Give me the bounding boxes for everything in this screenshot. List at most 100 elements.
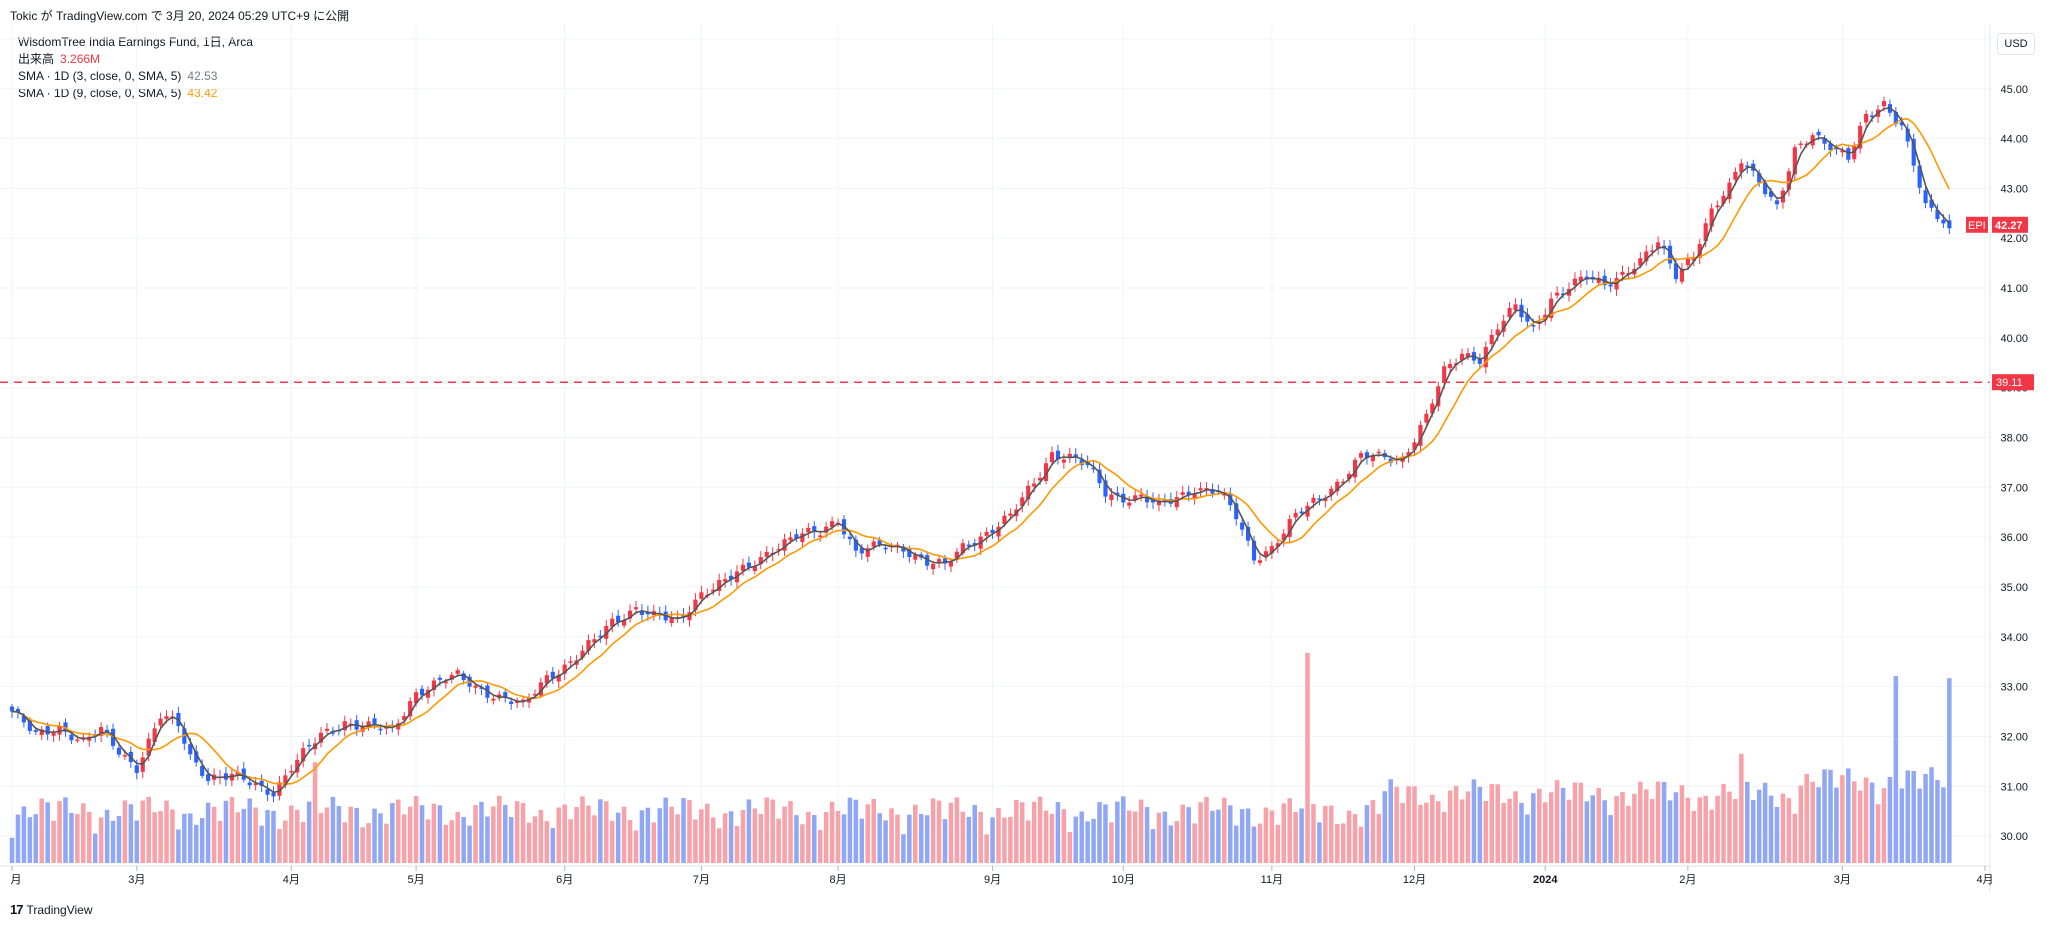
time-tick-label: 2月 (1679, 874, 1696, 886)
volume-bar (211, 806, 217, 863)
candle-body (122, 755, 127, 757)
candle-body (1121, 493, 1126, 503)
candle-body (1685, 258, 1690, 266)
candle-body (1257, 560, 1263, 563)
legend-sma-slow[interactable]: SMA · 1D (9, close, 0, SMA, 5) 43.42 (18, 85, 253, 102)
candle-body (1144, 496, 1150, 503)
candle-body (1002, 515, 1007, 525)
volume-bar (871, 798, 876, 863)
volume-bar (580, 796, 585, 863)
volume-bar (568, 819, 573, 863)
volume-bar (1233, 825, 1239, 863)
volume-bar (1180, 804, 1185, 863)
volume-bar (728, 811, 734, 863)
tradingview-footer[interactable]: 17 TradingView (10, 902, 93, 917)
volume-bar (1947, 678, 1952, 863)
volume-bar (800, 824, 805, 863)
candle-body (556, 674, 561, 682)
candle-body (1097, 469, 1102, 484)
candle-body (717, 580, 722, 591)
candle-body (188, 744, 193, 755)
candle-body (544, 675, 549, 684)
candle-body (51, 733, 56, 736)
time-tick-label: 7月 (693, 874, 710, 886)
volume-bar (479, 801, 484, 863)
volume-bar (1667, 800, 1673, 863)
candle-body (1477, 358, 1482, 364)
volume-bar (1935, 780, 1940, 863)
volume-bar (1863, 777, 1869, 863)
volume-bar (1031, 801, 1037, 863)
candle-body (1905, 128, 1910, 142)
time-tick-label: 3月 (128, 874, 145, 886)
price-tick-label: 45.00 (2000, 84, 2028, 96)
candle-body (366, 721, 371, 728)
volume-bar (1037, 796, 1043, 863)
volume-bar (1620, 792, 1625, 863)
candle-body (1287, 518, 1292, 537)
volume-bar (15, 814, 21, 863)
candle-body (515, 701, 520, 704)
volume-bar (1792, 813, 1798, 863)
time-axis[interactable]: 月 3月 4月 5月 6月 7月 8月 9月 10月 11月 12月 2024 2月 3月 4月 (11, 866, 1994, 886)
time-tick-label: 12月 (1403, 874, 1426, 886)
volume-bar (348, 806, 353, 863)
candle-body (627, 610, 633, 619)
volume-bar (1917, 788, 1922, 863)
volume-bar (1804, 773, 1809, 863)
volume-bar (467, 825, 472, 863)
candle-body (1127, 502, 1132, 506)
candle-body (402, 715, 407, 721)
volume-bar (1739, 753, 1744, 863)
candle-body (1549, 298, 1554, 318)
candle-body (1667, 245, 1673, 264)
candle-body (1465, 353, 1471, 358)
price-tick-label: 34.00 (2000, 632, 2028, 644)
price-tick-label: 42.00 (2000, 233, 2028, 245)
volume-bar (1352, 814, 1358, 863)
currency-button[interactable]: USD (1997, 33, 2035, 55)
candle-body (158, 718, 163, 726)
candle-body (259, 780, 264, 786)
candle-body (75, 739, 80, 742)
candle-body (247, 782, 252, 786)
legend-volume[interactable]: 出来高 3.266M (18, 51, 253, 68)
candle-body (1008, 513, 1013, 516)
candle-body (1370, 455, 1375, 462)
time-tick-label: 4月 (1976, 874, 1993, 886)
legend-sma-fast[interactable]: SMA · 1D (3, close, 0, SMA, 5) 42.53 (18, 68, 253, 85)
candle-body (1067, 453, 1072, 457)
volume-bar (1121, 796, 1126, 863)
volume-bar (1679, 785, 1685, 863)
volume-bar (1358, 826, 1364, 863)
volume-bar (639, 810, 645, 863)
candle-body (461, 673, 466, 680)
volume-bar (9, 837, 15, 863)
volume-bar (1709, 809, 1714, 863)
volume-bar (1014, 800, 1019, 863)
candle-body (800, 533, 805, 543)
candle-body (1739, 163, 1744, 173)
volume-bar (1406, 786, 1411, 863)
candle-body (693, 599, 698, 611)
candle-body (1798, 143, 1803, 146)
candle-body (913, 554, 918, 560)
volume-bar (1691, 810, 1697, 863)
volume-bar (312, 762, 318, 863)
price-axis[interactable]: 30.00 31.00 32.00 33.00 34.00 35.00 36.00 37.00… (2000, 34, 2028, 843)
volume-bar (128, 804, 134, 863)
price-tick-label: 41.00 (2000, 283, 2028, 295)
candle-body (419, 688, 425, 696)
volume-bar (45, 802, 50, 863)
volume-bar (1126, 810, 1132, 863)
candle-body (1721, 195, 1726, 204)
candle-body (1430, 403, 1435, 414)
candle-body (21, 715, 26, 723)
candle-body (1489, 334, 1494, 345)
candle-body (324, 728, 330, 731)
candle-body (1572, 278, 1578, 286)
candle-body (1608, 284, 1613, 287)
volume-bar (1774, 806, 1780, 863)
volume-bar (1780, 793, 1786, 863)
